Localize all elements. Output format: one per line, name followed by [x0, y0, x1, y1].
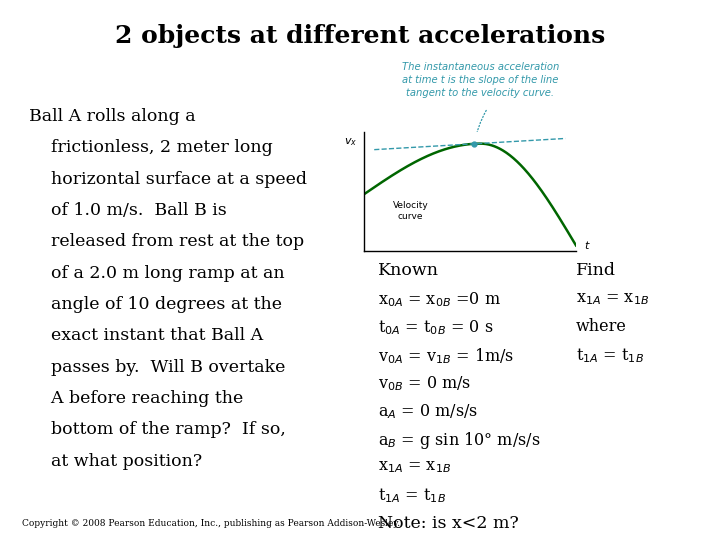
Text: x$_{0A}$ = x$_{0B}$ =0 m: x$_{0A}$ = x$_{0B}$ =0 m	[378, 290, 501, 309]
Text: Ball A rolls along a: Ball A rolls along a	[29, 108, 195, 125]
Text: horizontal surface at a speed: horizontal surface at a speed	[29, 171, 307, 187]
Text: of 1.0 m/s.  Ball B is: of 1.0 m/s. Ball B is	[29, 202, 227, 219]
Text: a$_{A}$ = 0 m/s/s: a$_{A}$ = 0 m/s/s	[378, 402, 478, 421]
Text: Copyright © 2008 Pearson Education, Inc., publishing as Pearson Addison-Wesley.: Copyright © 2008 Pearson Education, Inc.…	[22, 519, 400, 528]
Text: Find: Find	[576, 262, 616, 279]
Text: t$_{1A}$ = t$_{1B}$: t$_{1A}$ = t$_{1B}$	[576, 346, 644, 365]
Text: v$_{0A}$ = v$_{1B}$ = 1m/s: v$_{0A}$ = v$_{1B}$ = 1m/s	[378, 346, 514, 366]
Text: t$_{1A}$ = t$_{1B}$: t$_{1A}$ = t$_{1B}$	[378, 487, 446, 505]
Text: Note: is x<2 m?: Note: is x<2 m?	[378, 515, 518, 531]
Text: passes by.  Will B overtake: passes by. Will B overtake	[29, 359, 285, 375]
Text: angle of 10 degrees at the: angle of 10 degrees at the	[29, 296, 282, 313]
Text: A before reaching the: A before reaching the	[29, 390, 243, 407]
Text: where: where	[576, 318, 627, 335]
Text: t$_{0A}$ = t$_{0B}$ = 0 s: t$_{0A}$ = t$_{0B}$ = 0 s	[378, 318, 493, 337]
Text: The instantaneous acceleration
at time t is the slope of the line
tangent to the: The instantaneous acceleration at time t…	[402, 62, 559, 98]
Text: Velocity
curve: Velocity curve	[392, 201, 428, 221]
Text: frictionless, 2 meter long: frictionless, 2 meter long	[29, 139, 273, 156]
Text: a$_{B}$ = g sin 10° m/s/s: a$_{B}$ = g sin 10° m/s/s	[378, 430, 541, 451]
Text: x$_{1A}$ = x$_{1B}$: x$_{1A}$ = x$_{1B}$	[576, 290, 649, 307]
Text: x$_{1A}$ = x$_{1B}$: x$_{1A}$ = x$_{1B}$	[378, 458, 451, 475]
Text: released from rest at the top: released from rest at the top	[29, 233, 304, 250]
Text: of a 2.0 m long ramp at an: of a 2.0 m long ramp at an	[29, 265, 284, 281]
Text: $v_x$: $v_x$	[344, 136, 357, 147]
Text: exact instant that Ball A: exact instant that Ball A	[29, 327, 263, 344]
Text: $t$: $t$	[585, 239, 591, 251]
Text: bottom of the ramp?  If so,: bottom of the ramp? If so,	[29, 421, 286, 438]
Text: at what position?: at what position?	[29, 453, 202, 469]
Text: 2 objects at different accelerations: 2 objects at different accelerations	[115, 24, 605, 48]
Text: v$_{0B}$ = 0 m/s: v$_{0B}$ = 0 m/s	[378, 374, 472, 393]
Text: Known: Known	[378, 262, 439, 279]
